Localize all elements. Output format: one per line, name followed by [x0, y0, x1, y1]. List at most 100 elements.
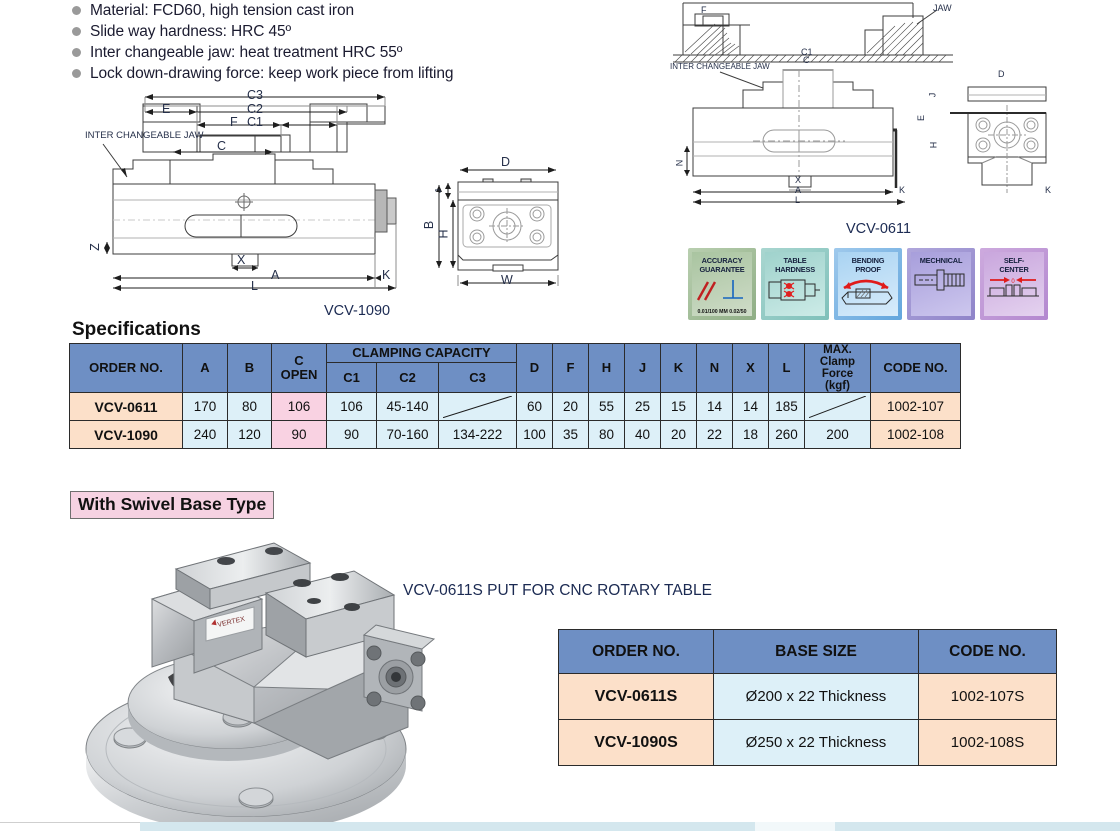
cell-base-size: Ø200 x 22 Thickness	[713, 673, 919, 720]
jaw-note: INTER CHANGEABLE JAW	[670, 62, 770, 71]
jaw-note: INTER CHANGEABLE JAW	[85, 130, 204, 141]
dim-label-k-end: K	[1045, 185, 1052, 195]
cell-k: 15	[660, 392, 697, 421]
page-title-specifications: Specifications	[72, 319, 201, 340]
cell-c-open: 90	[271, 420, 327, 449]
cell-code-no: 1002-107	[870, 392, 961, 421]
cell-l: 260	[768, 420, 805, 449]
feature-text: Material: FCD60, high tension cast iron	[90, 1, 355, 19]
cell-c2: 45-140	[376, 392, 439, 421]
dim-label-x: X	[237, 253, 246, 267]
vcv-1090-end-svg	[436, 167, 559, 286]
dim-label-w: W	[501, 273, 513, 287]
th-k: K	[660, 343, 697, 393]
table-row: VCV-1090S Ø250 x 22 Thickness 1002-108S	[558, 719, 1057, 766]
product-photo-svg: VERTEX	[85, 542, 436, 827]
cell-n: 14	[696, 392, 733, 421]
dim-label-d: D	[501, 155, 511, 169]
badge-title: MECHNICAL	[919, 256, 963, 265]
cell-c3: 134-222	[438, 420, 517, 449]
badge-mechnical: MECHNICAL	[907, 248, 975, 320]
th-c-open: C OPEN	[271, 343, 327, 393]
cell-b: 120	[227, 420, 272, 449]
cell-code-no: 1002-108S	[918, 719, 1057, 766]
th-code-no: CODE NO.	[918, 629, 1057, 674]
cell-a: 170	[182, 392, 228, 421]
dim-label-f: F	[701, 5, 707, 15]
cell-order-no: VCV-0611	[69, 392, 183, 421]
list-item: Lock down-drawing force: keep work piece…	[72, 63, 632, 84]
footer-segment-gap	[755, 822, 835, 831]
dim-label-c3: C3	[247, 88, 263, 102]
drawing-vcv-1090: C3 C2 C1 E F C Z X A K L INTER CHANGEABL…	[85, 88, 430, 317]
th-code-no: CODE NO.	[870, 343, 961, 393]
cell-max-clamp-force: 200	[804, 420, 871, 449]
cell-k: 20	[660, 420, 697, 449]
caption-vcv-0611: VCV-0611	[846, 221, 912, 237]
cell-code-no: 1002-107S	[918, 673, 1057, 720]
vcv-0611-end-svg	[950, 86, 1047, 193]
dim-label-h: H	[436, 229, 451, 239]
table-row: VCV-1090 240 120 90 90 70-160 134-222 10…	[69, 420, 961, 449]
swivel-base-table: ORDER NO. BASE SIZE CODE NO. VCV-0611S Ø…	[558, 629, 1057, 766]
section-title-swivel-base: With Swivel Base Type	[70, 491, 275, 519]
bullet-icon	[72, 69, 81, 78]
cell-d: 100	[516, 420, 553, 449]
th-c3: C3	[438, 362, 517, 393]
table-subheader-row: C1 C2 C3	[70, 362, 961, 393]
dim-label-a: A	[795, 185, 802, 195]
cell-max-clamp-force	[804, 392, 871, 421]
th-j: J	[624, 343, 661, 393]
dim-label-a: A	[271, 268, 280, 282]
cell-c-open: 106	[271, 392, 327, 421]
specifications-table: ORDER NO. A B C OPEN CLAMPING CAPACITY D …	[69, 343, 961, 449]
product-photo-vcv-0611s: VERTEX	[78, 527, 478, 827]
cell-a: 240	[182, 420, 228, 449]
cell-f: 35	[552, 420, 589, 449]
table-row: VCV-0611 170 80 106 106 45-140 60 20 55 …	[69, 392, 961, 421]
dim-label-b: B	[422, 220, 437, 230]
cell-n: 22	[696, 420, 733, 449]
th-a: A	[182, 343, 228, 393]
cell-f: 20	[552, 392, 589, 421]
cell-x: 14	[732, 392, 769, 421]
badge-bending-proof: BENDING PROOF	[834, 248, 902, 320]
footer-segment-left	[0, 822, 140, 831]
caption-vcv-1090: VCV-1090	[324, 303, 391, 319]
dim-label-x: X	[795, 175, 802, 185]
bullet-icon	[72, 27, 81, 36]
cell-c2: 70-160	[376, 420, 439, 449]
dim-label-e: E	[916, 114, 927, 122]
th-clamping-capacity: CLAMPING CAPACITY	[326, 343, 517, 363]
dim-label-c1: C1	[801, 47, 813, 57]
dim-label-l: L	[795, 195, 801, 205]
th-c1: C1	[326, 362, 377, 393]
bullet-icon	[72, 48, 81, 57]
list-item: Material: FCD60, high tension cast iron	[72, 0, 632, 21]
bending-proof-icon	[838, 274, 898, 316]
dim-label-e: E	[162, 102, 171, 116]
th-order-no: ORDER NO.	[558, 629, 714, 674]
dim-label-c1: C1	[247, 115, 263, 129]
cell-code-no: 1002-108	[870, 420, 961, 449]
th-n: N	[696, 343, 733, 393]
table-header-row: ORDER NO. A B C OPEN CLAMPING CAPACITY D …	[69, 343, 961, 393]
accuracy-icon	[692, 274, 752, 316]
rotary-table-note: VCV-0611S PUT FOR CNC ROTARY TABLE	[403, 582, 712, 599]
dim-label-d: D	[998, 69, 1005, 79]
badge-title: BENDING PROOF	[851, 256, 885, 274]
badge-title: TABLE HARDNESS	[775, 256, 815, 274]
feature-list: Material: FCD60, high tension cast iron …	[72, 0, 632, 84]
feature-text: Slide way hardness: HRC 45º	[90, 22, 292, 40]
badge-self-center: SELF- CENTER 0	[980, 248, 1048, 320]
dim-label-c2: C2	[247, 102, 263, 116]
badge-title: ACCURACY GUARANTEE	[699, 256, 745, 274]
cell-j: 40	[624, 420, 661, 449]
dim-label-f: F	[230, 115, 238, 129]
cell-l: 185	[768, 392, 805, 421]
jaw-label: JAW	[933, 3, 952, 13]
th-c2: C2	[376, 362, 439, 393]
th-h: H	[588, 343, 625, 393]
svg-text:0: 0	[1011, 279, 1015, 285]
badge-table-hardness: TABLE HARDNESS	[761, 248, 829, 320]
